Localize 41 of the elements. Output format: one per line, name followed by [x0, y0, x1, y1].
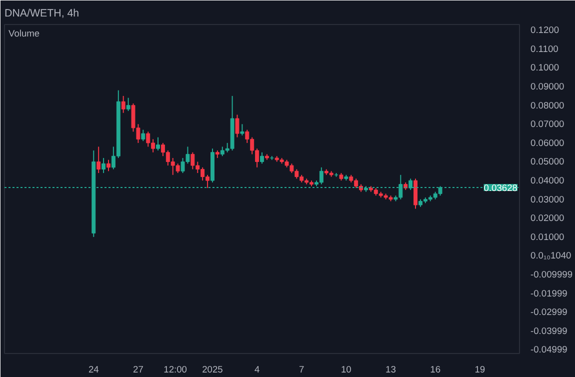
- y-tick-label: 0.1000: [530, 62, 560, 73]
- x-tick-label: 19: [474, 364, 486, 374]
- y-tick-label: -0.02999: [530, 307, 568, 318]
- x-tick-label: 2025: [202, 364, 223, 374]
- candlestick: [126, 97, 130, 112]
- x-tick-label: 27: [133, 364, 144, 374]
- annotation: Volume: [8, 28, 40, 38]
- x-tick-label: 24: [88, 364, 99, 374]
- y-tick-label: 0.03000: [530, 194, 564, 204]
- y-tick-label: -0.03999: [530, 326, 568, 336]
- x-tick-label: 7: [299, 364, 304, 374]
- candlestick: [121, 95, 126, 114]
- y-tick-label: -0.04999: [530, 344, 568, 355]
- y-tick-label: 0.1200: [530, 25, 560, 36]
- y-tick-label: -0.01999: [530, 288, 568, 298]
- x-tick-label: 16: [430, 364, 441, 374]
- candlestick: [260, 152, 264, 164]
- candlestick: [156, 136, 160, 151]
- y-tick-label: 0.07000: [530, 119, 564, 130]
- y-tick-label: 0.01000: [530, 232, 564, 242]
- y-tick-label: 0.06000: [530, 138, 564, 148]
- ref-line-label: 0.03628: [484, 183, 518, 194]
- x-tick-label: 4: [254, 364, 260, 374]
- y-tick-label: 0.0₁₀1040: [530, 250, 572, 261]
- chart-title: DNA/WETH, 4h: [4, 8, 80, 20]
- candlestick: [106, 159, 110, 172]
- y-tick-label: 0.02000: [530, 213, 564, 224]
- x-tick-label: 10: [340, 364, 352, 374]
- y-tick-label: -0.009999: [530, 270, 573, 280]
- candlestick: [240, 124, 244, 136]
- y-tick-label: 0.1100: [530, 44, 558, 54]
- x-tick-label: 13: [386, 364, 396, 374]
- candlestick: [235, 114, 240, 138]
- x-tick-label: 12:00: [164, 364, 188, 374]
- candlestick: [141, 129, 146, 142]
- candlestick: [102, 157, 106, 174]
- y-tick-label: 0.05000: [530, 156, 564, 167]
- y-tick-label: 0.04000: [530, 176, 564, 186]
- y-tick-label: 0.08000: [530, 100, 564, 110]
- y-tick-label: 0.09000: [530, 82, 564, 92]
- candlestick: [96, 146, 101, 174]
